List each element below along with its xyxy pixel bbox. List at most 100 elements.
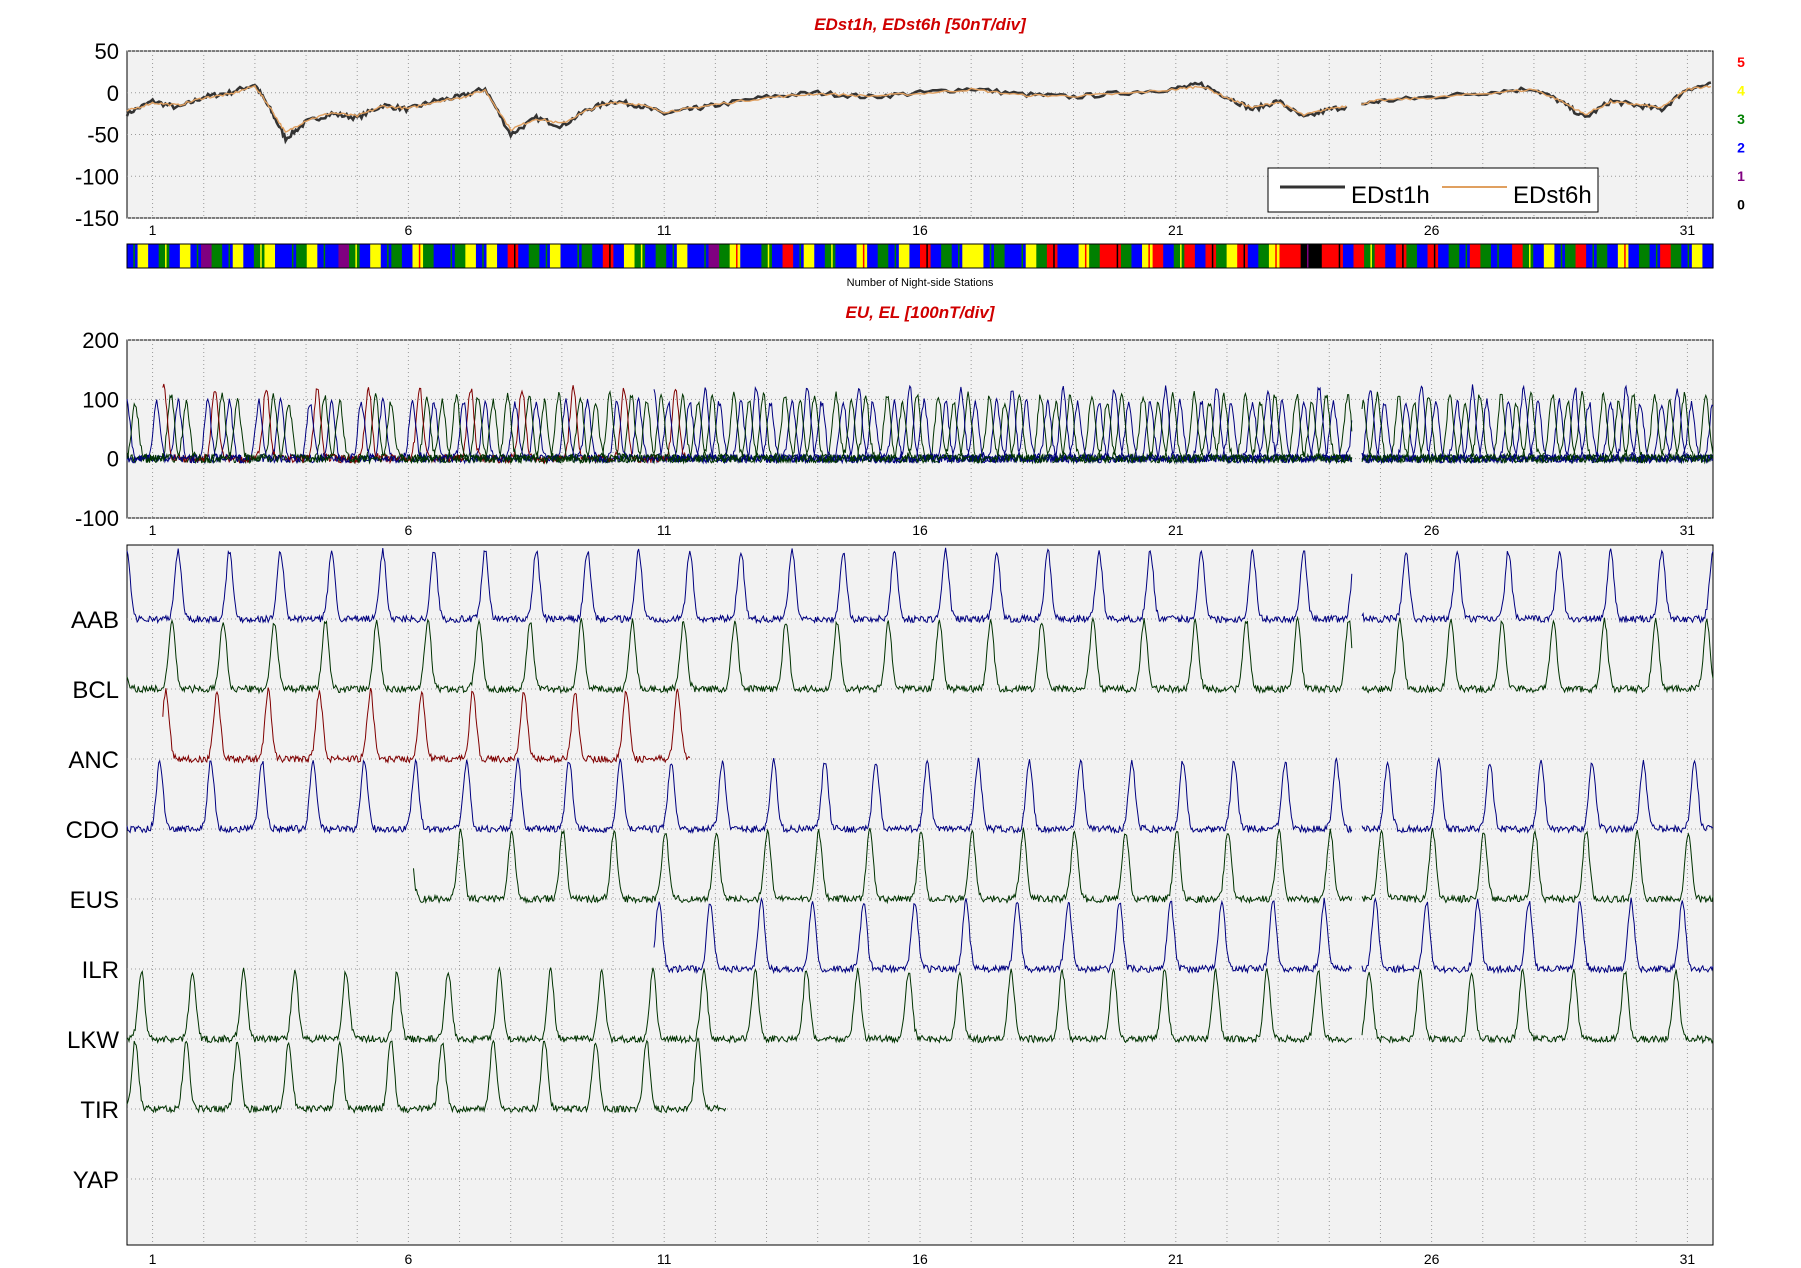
panel3-station-labels: AAB BCL ANC CDO EUS ILR LKW TIR YAP	[66, 607, 120, 1194]
colorbar-cell	[228, 244, 231, 268]
x-tick-label: 6	[404, 522, 412, 538]
colorbar-cell	[539, 244, 551, 268]
colorbar-cell	[1004, 244, 1016, 268]
colorbar-cell	[1184, 244, 1196, 268]
colorbar-cell	[877, 244, 889, 268]
station-label-lkw: LKW	[67, 1027, 119, 1054]
colorbar-cell	[1131, 244, 1143, 268]
colorbar-cell	[1046, 244, 1059, 268]
colorbar-cell	[1015, 244, 1027, 268]
colorbar-cell	[845, 244, 858, 268]
colorbar-cell	[391, 244, 403, 268]
x-tick-label: 16	[912, 522, 928, 538]
y-tick-label: -100	[75, 164, 119, 189]
colorbar-cell	[862, 244, 865, 268]
colorbar-cell	[133, 244, 135, 268]
colorbar-cell	[1205, 244, 1217, 268]
colorbar-cell	[926, 244, 928, 268]
colorbar-cell	[989, 244, 992, 268]
colorbar-cell	[465, 244, 477, 268]
colorbar-cell	[1416, 244, 1429, 268]
colorbar-cell	[518, 244, 530, 268]
colorbar-cell	[1448, 244, 1460, 268]
colorbar-cell	[1687, 244, 1690, 268]
colorbar-cell	[1025, 244, 1037, 268]
colorbar-cell	[602, 244, 614, 268]
colorbar-cell	[1268, 244, 1281, 268]
colorbar-cell	[920, 244, 932, 268]
colorbar-cell	[771, 244, 784, 268]
x-tick-label: 11	[657, 1251, 672, 1267]
colorbar-cell	[831, 244, 833, 268]
colorbar-cell	[306, 244, 318, 268]
colorbar-cell	[1427, 244, 1439, 268]
colorbar-cell	[1243, 244, 1246, 268]
panel3-x-ticks: 1 6 11 16 21 26 31	[149, 1251, 1696, 1267]
station-label-cdo: CDO	[66, 817, 119, 844]
series-line-cdo	[126, 756, 1714, 835]
colorbar-cell	[482, 244, 484, 268]
y-tick-label: -100	[75, 506, 119, 531]
panel3-series	[126, 547, 1714, 1114]
colorbar-cell	[169, 244, 181, 268]
colorbar-cell	[962, 244, 974, 268]
y-tick-label: -150	[75, 206, 119, 231]
colorbar-cell	[1655, 244, 1658, 268]
colorbar-cell	[1279, 244, 1291, 268]
colorbar-cell	[1173, 244, 1185, 268]
colorbar-cell	[571, 244, 583, 268]
x-tick-label: 11	[657, 522, 672, 538]
colorbar-cell	[253, 244, 266, 268]
colorbar-cell	[835, 244, 847, 268]
colorbar-cell	[423, 244, 435, 268]
colorbar-cell	[1152, 244, 1164, 268]
colorbar-cell	[243, 244, 255, 268]
colorbar-cell	[1275, 244, 1277, 268]
colorbar-cell	[513, 244, 516, 268]
colorbar-cell	[179, 244, 192, 268]
colorbar-cell	[454, 244, 466, 268]
colorbar-cell	[972, 244, 985, 268]
colorbar-cell	[1120, 244, 1133, 268]
colorbar-cell	[1617, 244, 1630, 268]
colorbar-cell	[1247, 244, 1259, 268]
colorbar-cell	[824, 244, 837, 268]
panel2-x-ticks: 1 6 11 16 21 26 31	[149, 522, 1696, 538]
colorbar-cell	[941, 244, 953, 268]
colorbar-cell	[275, 244, 287, 268]
y-tick-label: 200	[82, 328, 119, 353]
station-label-yap: YAP	[73, 1167, 119, 1194]
colorbar-cell	[930, 244, 942, 268]
colorbar-cell	[1110, 244, 1122, 268]
colorbar-cell	[1402, 244, 1404, 268]
colorbar-label: Number of Night-side Stations	[847, 277, 994, 289]
colorbar-cell	[676, 244, 688, 268]
colorbar-cell	[645, 244, 657, 268]
colorbar-cell	[165, 244, 167, 268]
colorbar-cell	[232, 244, 244, 268]
x-tick-label: 26	[1424, 1251, 1440, 1267]
colorbar-cell	[1332, 244, 1344, 268]
x-tick-label: 16	[912, 1251, 928, 1267]
panel1-title: EDst1h, EDst6h [50nT/div]	[814, 15, 1027, 34]
x-tick-label: 21	[1168, 222, 1184, 238]
y-tick-label: 0	[107, 81, 119, 106]
colorbar-cell	[222, 244, 234, 268]
colorbar-cell	[750, 244, 762, 268]
colorbar-cell	[898, 244, 911, 268]
colorbar-cell	[158, 244, 170, 268]
colorbar-cell	[708, 244, 720, 268]
colorbar-frame	[126, 243, 1714, 269]
colorbar-cell	[1480, 244, 1492, 268]
colorbar-cell	[450, 244, 453, 268]
colorbar-cell	[803, 244, 815, 268]
colorbar-cell	[672, 244, 675, 268]
colorbar-cell	[740, 244, 752, 268]
colorbar-cell	[338, 244, 350, 268]
x-tick-label: 1	[149, 222, 157, 238]
colorbar-cell	[1036, 244, 1048, 268]
colorbar-cell	[1490, 244, 1503, 268]
x-tick-label: 6	[404, 222, 412, 238]
colorbar-cell	[1306, 244, 1309, 268]
